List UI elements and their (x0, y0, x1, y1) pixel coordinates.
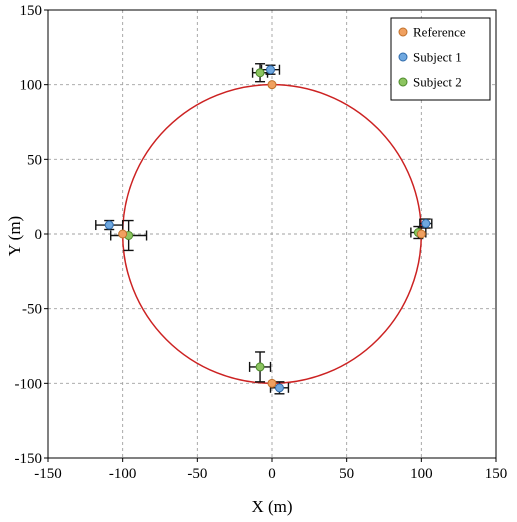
legend-marker-reference (398, 27, 408, 37)
x-tick-label: 0 (268, 466, 276, 482)
x-tick-label: 50 (339, 466, 354, 482)
legend-box (390, 17, 491, 101)
error-bars (95, 63, 433, 395)
x-tick-label: -150 (34, 466, 62, 482)
legend-label-reference: Reference (413, 25, 466, 40)
y-tick-label: -50 (22, 302, 42, 318)
x-tick-label: 100 (410, 466, 433, 482)
point-subject-1 (266, 65, 276, 75)
point-subject-2 (255, 68, 265, 78)
point-reference (118, 229, 128, 239)
y-axis-label: Y (m) (5, 216, 24, 256)
point-subject-1 (274, 383, 284, 393)
x-tick-label: 150 (485, 466, 508, 482)
y-tick-label: -100 (15, 376, 43, 392)
x-tick-label: -50 (187, 466, 207, 482)
point-reference (267, 378, 277, 388)
x-axis-label: X (m) (251, 497, 292, 516)
point-subject-1 (421, 219, 431, 229)
y-tick-label: 0 (35, 227, 43, 243)
point-reference (267, 80, 277, 90)
legend-label-subject-2: Subject 2 (413, 75, 462, 90)
y-tick-label: -150 (15, 451, 43, 467)
legend: Reference Subject 1 Subject 2 (390, 17, 491, 101)
tick-labels: -150 -100 -50 0 50 100 150 -150 -100 -50 0 50 100 150 (15, 3, 508, 482)
legend-label-subject-1: Subject 1 (413, 50, 462, 65)
y-tick-label: 150 (20, 3, 43, 19)
y-tick-label: 100 (20, 78, 43, 94)
point-subject-2 (255, 362, 265, 372)
point-subject-1 (104, 220, 114, 230)
data-points (104, 65, 431, 393)
legend-marker-subject-1 (398, 52, 408, 62)
y-tick-label: 50 (27, 152, 42, 168)
x-tick-label: -100 (109, 466, 137, 482)
point-reference (416, 229, 426, 239)
legend-marker-subject-2 (398, 77, 408, 87)
